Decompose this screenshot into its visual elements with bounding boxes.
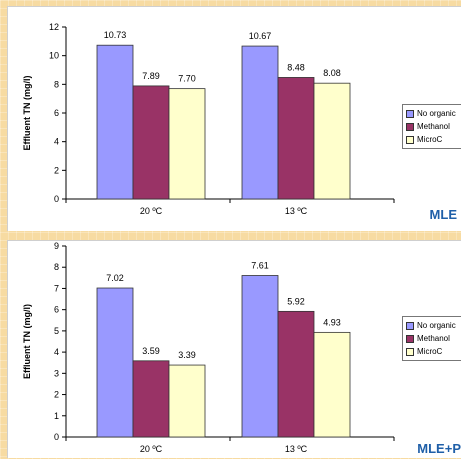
chart-caption: MLE (429, 207, 457, 222)
bar (277, 310, 315, 438)
data-label: 8.08 (323, 68, 341, 78)
chart-mle-p: 0 1 2 3 4 5 6 7 8 9 Effluent TN (mg/l) 7.02 3.59 3.39… (22, 241, 395, 454)
legend-item: MicroC (406, 133, 461, 146)
data-label: 5.92 (287, 296, 305, 306)
x-tick-label: 13 ºC (285, 206, 308, 216)
data-label: 7.70 (178, 74, 196, 84)
bar (168, 88, 206, 200)
y-tick-label: 3 (54, 368, 59, 378)
legend-label: No organic (417, 321, 456, 330)
legend-swatch (406, 334, 414, 343)
y-tick-label: 4 (54, 347, 59, 357)
x-tick-label: 13 ºC (285, 444, 308, 454)
data-label: 10.67 (249, 31, 272, 41)
legend-mle-p: No organic Methanol MicroC (402, 316, 461, 361)
legend-label: No organic (417, 109, 456, 118)
y-tick-label: 2 (54, 390, 59, 400)
bar (313, 331, 351, 438)
legend-item: Methanol (406, 120, 461, 133)
bar (132, 360, 170, 438)
data-label: 7.89 (142, 71, 160, 81)
y-tick-label: 8 (54, 79, 59, 89)
data-label: 10.73 (104, 30, 127, 40)
data-label: 4.93 (323, 317, 341, 327)
y-tick-label: 4 (54, 137, 59, 147)
bar (168, 364, 206, 438)
bar (241, 45, 279, 200)
y-tick-label: 0 (54, 194, 59, 204)
y-tick-label: 0 (54, 432, 59, 442)
legend-item: No organic (406, 319, 461, 332)
legend-label: Methanol (417, 334, 450, 343)
y-axis-label: Effluent TN (mg/l) (22, 76, 32, 151)
y-axis-label: Effluent TN (mg/l) (22, 304, 32, 379)
y-tick-label: 10 (49, 51, 59, 61)
bar (241, 275, 279, 438)
data-label: 7.02 (106, 273, 124, 283)
chart-mle: 0 2 4 6 8 10 12 Effluent TN (mg/l) 10.73 7.89 7.70… (22, 22, 395, 216)
bar (313, 82, 351, 200)
bar (96, 44, 134, 200)
y-tick-label: 6 (54, 108, 59, 118)
legend-label: MicroC (417, 347, 443, 356)
legend-swatch (406, 109, 414, 118)
legend-swatch (406, 321, 414, 330)
y-tick-label: 6 (54, 305, 59, 315)
y-tick-label: 9 (54, 241, 59, 251)
bar (132, 85, 170, 200)
legend-item: MicroC (406, 345, 461, 358)
y-tick-label: 1 (54, 411, 59, 421)
y-tick-label: 5 (54, 326, 59, 336)
legend-item: Methanol (406, 332, 461, 345)
legend-swatch (406, 135, 414, 144)
bar (96, 287, 134, 438)
chart-panel-mle-p: 0 1 2 3 4 5 6 7 8 9 Effluent TN (mg/l) 7.02 3.59 3.39… (7, 240, 461, 458)
legend-swatch (406, 347, 414, 356)
y-tick-label: 7 (54, 283, 59, 293)
chart-caption: MLE+P (417, 441, 461, 456)
data-label: 3.59 (142, 346, 160, 356)
chart-panel-mle: 0 2 4 6 8 10 12 Effluent TN (mg/l) 10.73 7.89 7.70… (7, 6, 461, 231)
y-tick-label: 8 (54, 262, 59, 272)
bar (277, 77, 315, 200)
legend-item: No organic (406, 107, 461, 120)
data-label: 8.48 (287, 62, 305, 72)
legend-label: Methanol (417, 122, 450, 131)
y-tick-label: 2 (54, 165, 59, 175)
data-label: 3.39 (178, 350, 196, 360)
data-label: 7.61 (251, 260, 269, 270)
legend-swatch (406, 122, 414, 131)
x-tick-label: 20 ºC (140, 206, 163, 216)
x-tick-label: 20 ºC (140, 444, 163, 454)
y-tick-label: 12 (49, 22, 59, 32)
legend-mle: No organic Methanol MicroC (402, 104, 461, 149)
legend-label: MicroC (417, 135, 443, 144)
